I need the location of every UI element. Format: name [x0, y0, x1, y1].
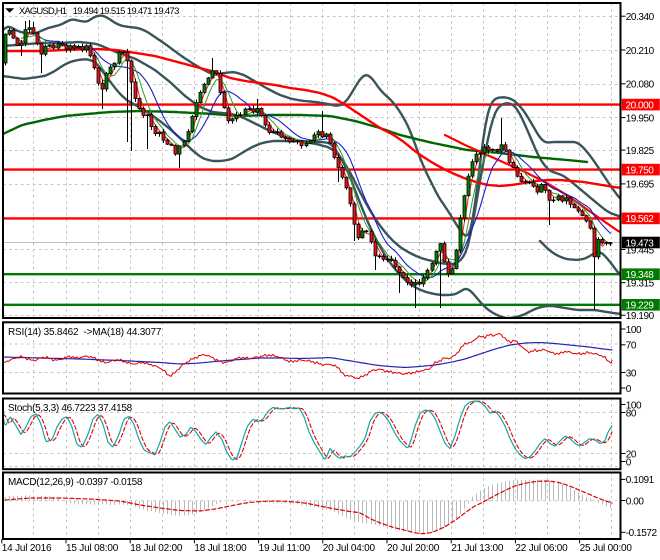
svg-text:19.750: 19.750 — [626, 165, 655, 176]
svg-text:21 Jul 13:00: 21 Jul 13:00 — [451, 543, 504, 554]
svg-text:18 Jul 02:00: 18 Jul 02:00 — [130, 543, 183, 554]
svg-text:MACD(12,26,9) -0.0397 -0.0158: MACD(12,26,9) -0.0397 -0.0158 — [8, 477, 143, 488]
svg-text:30: 30 — [626, 368, 637, 379]
svg-text:20.210: 20.210 — [626, 46, 655, 57]
svg-text:20 Jul 20:00: 20 Jul 20:00 — [387, 543, 440, 554]
svg-text:19.494 19.515 19.471 19.473: 19.494 19.515 19.471 19.473 — [73, 6, 179, 17]
svg-text:-0.1572: -0.1572 — [626, 528, 658, 539]
svg-text:19.229: 19.229 — [626, 301, 655, 312]
svg-text:19 Jul 11:00: 19 Jul 11:00 — [259, 543, 311, 554]
svg-text:19.445: 19.445 — [626, 245, 655, 256]
svg-text:19.348: 19.348 — [626, 270, 655, 281]
svg-text:20: 20 — [626, 449, 637, 460]
svg-text:100: 100 — [626, 400, 642, 411]
svg-text:19.950: 19.950 — [626, 113, 655, 124]
svg-text:19.695: 19.695 — [626, 180, 655, 191]
svg-text:0.00: 0.00 — [626, 496, 645, 507]
svg-text:22 Jul 06:00: 22 Jul 06:00 — [515, 543, 568, 554]
svg-text:20.080: 20.080 — [626, 80, 655, 91]
svg-text:Stoch(5,3,3) 46.7223 37.4158: Stoch(5,3,3) 46.7223 37.4158 — [8, 403, 133, 414]
svg-text:19.473: 19.473 — [626, 238, 655, 249]
svg-text:19.315: 19.315 — [626, 279, 655, 290]
svg-text:0: 0 — [626, 457, 632, 468]
svg-text:20.000: 20.000 — [626, 100, 655, 111]
svg-text:19.825: 19.825 — [626, 146, 655, 157]
svg-text:70: 70 — [626, 341, 637, 352]
svg-text:15 Jul 08:00: 15 Jul 08:00 — [66, 543, 119, 554]
svg-text:0.1091: 0.1091 — [626, 475, 655, 486]
svg-text:14 Jul 2016: 14 Jul 2016 — [2, 543, 52, 554]
svg-text:19.190: 19.190 — [626, 311, 655, 322]
svg-text:0: 0 — [626, 384, 632, 395]
svg-text:20.340: 20.340 — [626, 12, 655, 23]
svg-text:20 Jul 04:00: 20 Jul 04:00 — [323, 543, 376, 554]
svg-text:RSI(14) 35.8462 ->MA(18) 44.3: RSI(14) 35.8462 ->MA(18) 44.3077 — [8, 327, 162, 338]
svg-text:XAGUSD,H1: XAGUSD,H1 — [19, 6, 67, 17]
svg-text:80: 80 — [626, 408, 637, 419]
svg-text:19.562: 19.562 — [626, 214, 655, 225]
svg-text:18 Jul 18:00: 18 Jul 18:00 — [194, 543, 247, 554]
svg-text:25 Jul 00:00: 25 Jul 00:00 — [580, 543, 633, 554]
svg-text:100: 100 — [626, 325, 642, 336]
